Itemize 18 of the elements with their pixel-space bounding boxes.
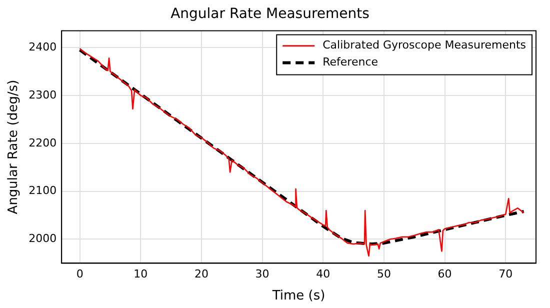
x-tick-label: 40 (316, 268, 330, 281)
x-tick-label: 30 (255, 268, 270, 281)
x-tick-label: 0 (76, 268, 84, 281)
y-axis-title: Angular Rate (deg/s) (6, 80, 22, 214)
x-axis-title: Time (s) (271, 288, 326, 304)
x-tick-label: 10 (134, 268, 148, 281)
x-tick-label: 50 (376, 268, 391, 281)
y-tick-label: 2200 (28, 136, 57, 150)
y-tick-label: 2400 (28, 40, 57, 54)
legend-label: Reference (322, 56, 378, 69)
x-tick-label: 20 (194, 268, 208, 281)
x-tick-label: 70 (498, 268, 513, 281)
chart-title: Angular Rate Measurements (170, 6, 370, 22)
y-tick-label: 2300 (28, 88, 57, 102)
y-tick-label: 2000 (28, 232, 57, 246)
x-tick-label: 60 (438, 268, 452, 281)
y-tick-label: 2100 (28, 184, 57, 198)
legend-label: Calibrated Gyroscope Measurements (322, 38, 526, 52)
